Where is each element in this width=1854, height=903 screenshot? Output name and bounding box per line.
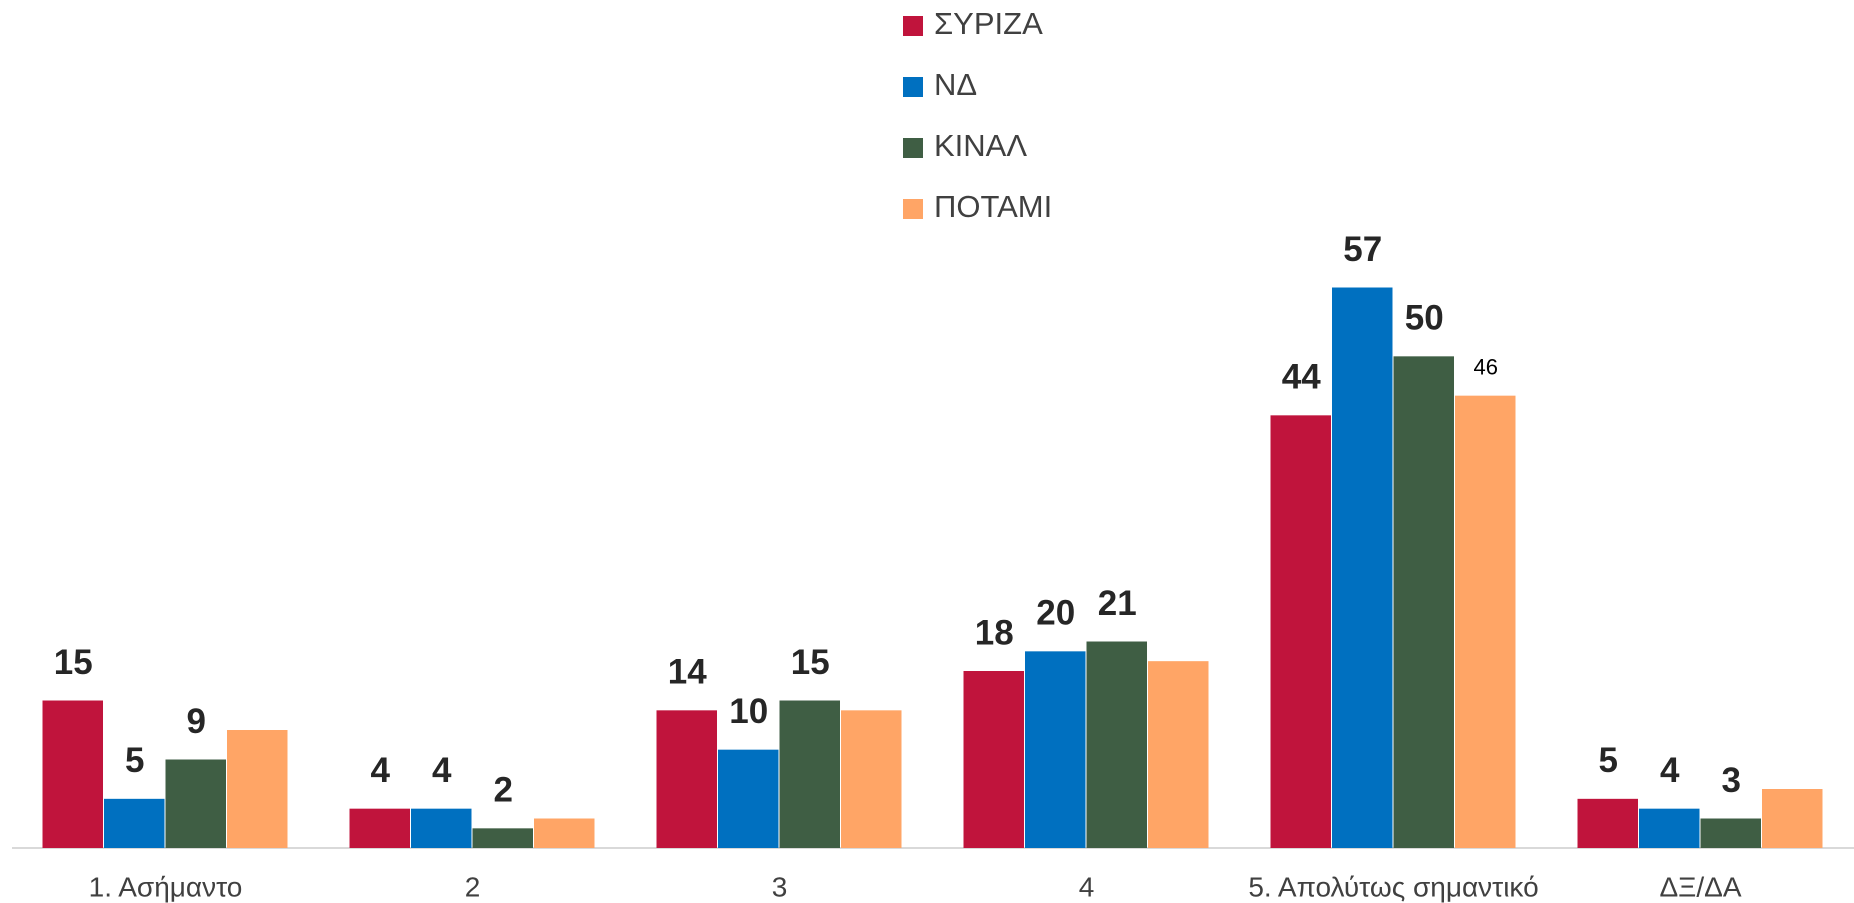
legend-label: ΣΥΡΙΖΑ [934,6,1043,41]
bar [104,798,165,848]
bar [411,808,472,848]
data-label: 4 [1660,751,1680,790]
legend-swatch [903,138,923,158]
bar [1332,287,1393,848]
bar [841,710,902,848]
data-label: 20 [1036,594,1075,633]
x-tick-label: 1. Ασήμαντο [89,871,243,902]
data-label: 15 [54,643,93,682]
x-tick-label: ΔΞ/ΔΑ [1659,871,1741,902]
data-label: 9 [187,702,206,741]
bar [1639,808,1700,848]
bar [165,759,226,848]
legend-swatch [903,77,923,97]
x-tick-label: 2 [465,871,481,902]
bar [472,828,533,848]
data-label: 21 [1098,584,1137,623]
data-label: 10 [729,692,768,731]
data-label: 3 [1722,761,1741,800]
data-label: 5 [1599,741,1618,780]
data-label: 46 [1474,354,1498,379]
bar [1577,798,1638,848]
data-label: 15 [791,643,830,682]
legend-label: ΠΟΤΑΜΙ [934,189,1052,224]
bar [1393,356,1454,848]
data-label: 5 [125,741,144,780]
bar [779,700,840,848]
bar [534,818,595,848]
data-label: 14 [668,653,707,692]
legend-swatch [903,16,923,36]
bar [1455,395,1516,848]
bar [42,700,103,848]
x-tick-label: 4 [1079,871,1095,902]
bar [1762,789,1823,848]
bar [1086,641,1147,848]
x-tick-label: 5. Απολύτως σημαντικό [1248,871,1538,902]
bar [963,671,1024,848]
bar [1148,661,1209,848]
x-tick-label: 3 [772,871,788,902]
data-label: 4 [432,751,452,790]
bar [227,730,288,848]
data-label: 44 [1282,358,1321,397]
bar [656,710,717,848]
data-label: 57 [1343,230,1382,269]
data-label: 2 [494,771,513,810]
bar [1025,651,1086,848]
legend-label: ΝΔ [934,67,977,102]
bar [1700,818,1761,848]
bar [718,749,779,848]
bar [1270,415,1331,848]
legend-swatch [903,199,923,219]
data-label: 18 [975,613,1014,652]
bar [349,808,410,848]
data-label: 50 [1405,299,1444,338]
legend-label: ΚΙΝΑΛ [934,128,1027,163]
data-label: 4 [371,751,391,790]
